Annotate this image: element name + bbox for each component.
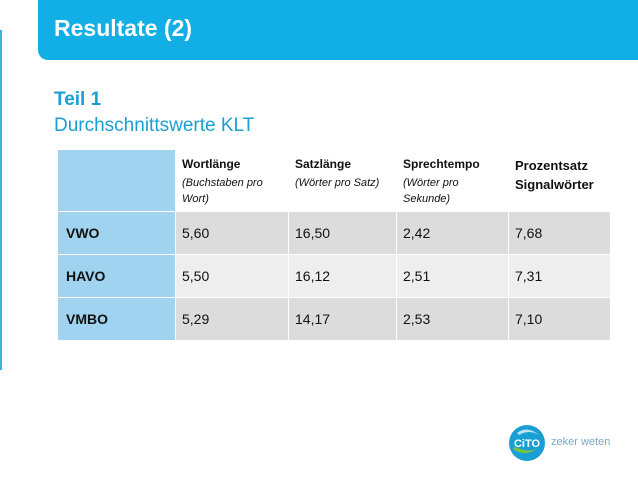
row-label: HAVO <box>57 254 176 298</box>
column-header-unit: (Wörter pro Satz) <box>295 177 380 189</box>
section-subtitle: Durchschnittswerte KLT <box>54 115 255 136</box>
column-header-unit: (Wörter pro Sekunde) <box>403 177 459 205</box>
table-cell: 7,31 <box>508 254 611 298</box>
column-header-title: Prozentsatz Signalwörter <box>515 158 594 192</box>
table-row: VMBO 5,29 14,17 2,53 7,10 <box>57 297 611 341</box>
table-cell: 7,68 <box>508 211 611 255</box>
cito-logo-mark: CiTO <box>514 438 541 450</box>
column-header-sprechtempo: Sprechtempo (Wörter pro Sekunde) <box>396 149 509 212</box>
row-label: VWO <box>57 211 176 255</box>
table-cell: 5,29 <box>175 297 289 341</box>
left-accent-rule <box>0 30 2 370</box>
row-label: VMBO <box>57 297 176 341</box>
table-row: HAVO 5,50 16,12 2,51 7,31 <box>57 254 611 298</box>
results-table: Wortlänge (Buchstaben pro Wort) Satzläng… <box>57 149 611 341</box>
column-header-wortlaenge: Wortlänge (Buchstaben pro Wort) <box>175 149 289 212</box>
table-cell: 14,17 <box>288 297 397 341</box>
cito-slogan: zeker weten <box>551 436 611 448</box>
table-cell: 5,50 <box>175 254 289 298</box>
cito-logo-icon: CiTO <box>509 425 545 461</box>
table-cell: 2,42 <box>396 211 509 255</box>
table-header-row: Wortlänge (Buchstaben pro Wort) Satzläng… <box>57 149 611 212</box>
table-corner-cell <box>57 149 176 212</box>
table-cell: 2,51 <box>396 254 509 298</box>
slide-title: Resultate (2) <box>54 15 193 41</box>
column-header-prozentsatz: Prozentsatz Signalwörter <box>508 149 611 212</box>
table-row: VWO 5,60 16,50 2,42 7,68 <box>57 211 611 255</box>
table-cell: 2,53 <box>396 297 509 341</box>
column-header-satzlaenge: Satzlänge (Wörter pro Satz) <box>288 149 397 212</box>
column-header-title: Sprechtempo <box>403 157 480 171</box>
table-cell: 16,50 <box>288 211 397 255</box>
column-header-title: Wortlänge <box>182 157 241 171</box>
table-cell: 5,60 <box>175 211 289 255</box>
table-cell: 16,12 <box>288 254 397 298</box>
column-header-title: Satzlänge <box>295 157 352 171</box>
table-cell: 7,10 <box>508 297 611 341</box>
cito-logo: CiTO zeker weten <box>507 423 627 463</box>
title-bar: Resultate (2) <box>38 0 638 60</box>
column-header-unit: (Buchstaben pro Wort) <box>182 177 263 205</box>
section-heading: Teil 1 <box>54 89 102 110</box>
